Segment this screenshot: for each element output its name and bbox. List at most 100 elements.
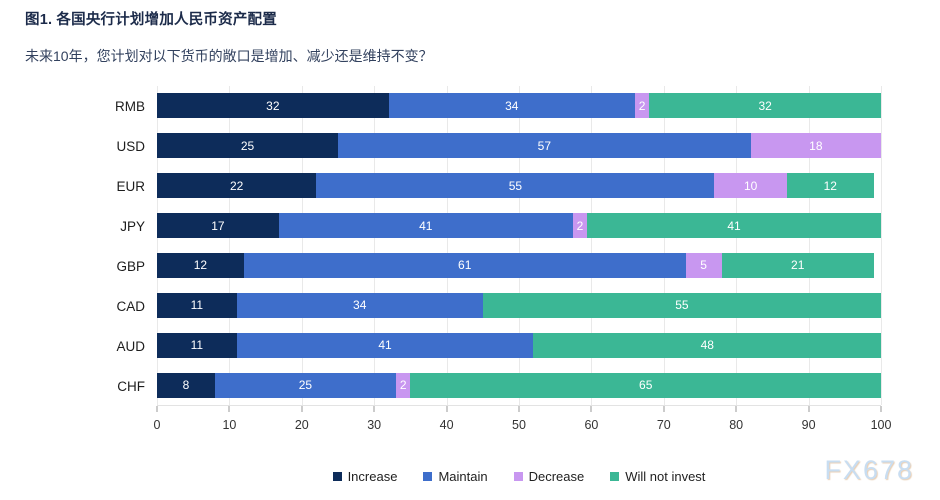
stacked-bar-plot: 32 34 2 32 25 57 18 22 55 10 12 17 41 2 41 12 61 5 21 11 34 5… [157, 86, 882, 406]
x-tick [880, 406, 882, 412]
stacked-bar: 12 61 5 21 [157, 252, 874, 278]
chart-title: 图1. 各国央行计划增加人民币资产配置 [25, 12, 277, 28]
x-tick [301, 406, 303, 412]
gridline [374, 86, 376, 405]
legend-swatch-icon [332, 472, 342, 481]
x-tick [373, 406, 375, 412]
stacked-bar: 32 34 2 32 [157, 93, 882, 119]
bar-segment: 55 [482, 292, 881, 318]
gridline [446, 86, 448, 405]
x-tick [446, 406, 448, 412]
bar-segment: 32 [157, 93, 389, 119]
gridline [808, 86, 810, 405]
legend: Increase Maintain Decrease Will not invest [157, 469, 881, 484]
x-tick-label: 0 [153, 418, 161, 432]
x-tick [590, 406, 592, 412]
x-tick-label: 50 [512, 418, 526, 432]
bar-segment: 25 [157, 133, 338, 159]
category-label: RMB [115, 98, 145, 114]
bar-row: 17 41 2 41 [157, 206, 882, 246]
gridline [663, 86, 665, 405]
legend-label: Will not invest [625, 469, 706, 484]
bar-segment: 5 [685, 252, 722, 278]
gridline [736, 86, 738, 405]
legend-swatch-icon [423, 472, 433, 481]
category-label: CHF [117, 378, 145, 394]
bar-row: 32 34 2 32 [157, 86, 882, 126]
bar-segment: 65 [410, 372, 881, 398]
legend-swatch-icon [513, 472, 523, 481]
stacked-bar: 17 41 2 41 [157, 213, 882, 239]
bar-segment: 21 [721, 252, 874, 278]
bar-segment: 11 [157, 292, 237, 318]
category-label: USD [116, 138, 145, 154]
x-tick-label: 100 [870, 418, 892, 432]
bar-segment: 34 [388, 93, 635, 119]
bar-rows: 32 34 2 32 25 57 18 22 55 10 12 17 41 2 41 12 61 5 21 11 34 5… [157, 86, 882, 405]
gridline [157, 86, 158, 405]
category-label: CAD [116, 298, 145, 314]
category-label: AUD [116, 338, 145, 354]
x-tick [156, 406, 158, 412]
x-tick [735, 406, 737, 412]
legend-item-decrease: Decrease [513, 469, 585, 484]
stacked-bar: 25 57 18 [157, 133, 881, 159]
x-tick-label: 10 [222, 418, 237, 432]
x-tick-label: 60 [584, 418, 599, 432]
bar-row: 11 41 48 [157, 325, 881, 365]
bar-segment: 8 [157, 372, 215, 398]
bar-segment: 25 [214, 372, 396, 398]
x-tick [228, 406, 230, 412]
x-tick-label: 30 [367, 418, 382, 432]
x-tick [663, 406, 665, 412]
bar-segment: 17 [157, 213, 279, 239]
x-tick-label: 20 [294, 418, 309, 432]
gridline [301, 86, 303, 405]
bar-segment: 18 [750, 133, 881, 159]
bar-row: 11 34 55 [157, 285, 881, 325]
bar-segment: 12 [157, 252, 244, 278]
x-tick-label: 90 [801, 418, 816, 432]
watermark: FX678 [824, 455, 914, 485]
legend-label: Decrease [528, 469, 585, 484]
bar-segment: 48 [533, 332, 881, 358]
bar-segment: 61 [243, 252, 686, 278]
x-tick-label: 70 [656, 418, 671, 432]
stacked-bar: 22 55 10 12 [157, 173, 874, 199]
bar-segment: 41 [278, 213, 573, 239]
category-axis: RMB USD EUR JPY GBP CAD AUD CHF [0, 86, 145, 406]
bar-segment: 32 [649, 93, 882, 119]
bar-row: 12 61 5 21 [157, 246, 881, 286]
gridline [229, 86, 231, 405]
legend-label: Increase [347, 469, 398, 484]
legend-label: Maintain [438, 469, 488, 484]
bar-segment: 55 [316, 173, 715, 199]
bar-segment: 2 [572, 213, 588, 239]
legend-swatch-icon [610, 472, 620, 481]
stacked-bar: 11 41 48 [157, 332, 881, 358]
bar-segment: 11 [157, 332, 237, 358]
bar-segment: 10 [714, 173, 787, 199]
stacked-bar: 8 25 2 65 [157, 372, 881, 398]
bar-segment: 41 [236, 332, 534, 358]
bar-segment: 2 [395, 372, 411, 398]
gridline [591, 86, 593, 405]
gridline [881, 86, 882, 405]
bar-segment: 12 [786, 173, 874, 199]
category-label: EUR [116, 178, 145, 194]
bar-segment: 2 [634, 93, 650, 119]
legend-item-will-not-invest: Will not invest [610, 469, 705, 484]
x-tick-label: 40 [439, 418, 454, 432]
x-tick-label: 80 [729, 418, 744, 432]
bar-row: 8 25 2 65 [157, 365, 881, 405]
bar-row: 25 57 18 [157, 126, 881, 166]
legend-item-maintain: Maintain [423, 469, 488, 484]
stacked-bar: 11 34 55 [157, 292, 881, 318]
x-tick [518, 406, 520, 412]
legend-item-increase: Increase [332, 469, 398, 484]
gridline [519, 86, 520, 405]
x-tick [808, 406, 810, 412]
category-label: GBP [116, 258, 145, 274]
category-label: JPY [120, 218, 145, 234]
